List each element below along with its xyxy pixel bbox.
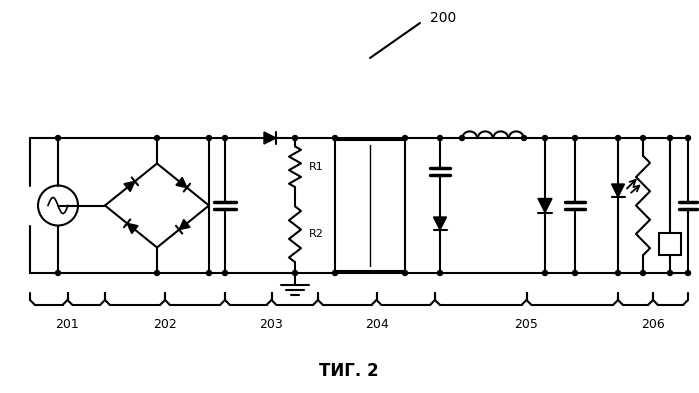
Circle shape xyxy=(459,136,465,141)
Circle shape xyxy=(640,270,645,275)
Circle shape xyxy=(222,270,227,275)
Circle shape xyxy=(572,136,577,141)
Text: R2: R2 xyxy=(309,229,324,239)
Circle shape xyxy=(438,270,442,275)
Circle shape xyxy=(616,136,621,141)
Circle shape xyxy=(572,270,577,275)
Bar xyxy=(659,233,681,255)
Circle shape xyxy=(686,136,691,141)
Circle shape xyxy=(154,270,159,275)
Circle shape xyxy=(640,136,645,141)
Polygon shape xyxy=(176,178,187,187)
Polygon shape xyxy=(127,223,138,233)
Text: 205: 205 xyxy=(514,318,538,331)
Circle shape xyxy=(222,136,227,141)
Polygon shape xyxy=(433,217,447,230)
Circle shape xyxy=(616,270,621,275)
Circle shape xyxy=(686,270,691,275)
Circle shape xyxy=(542,270,547,275)
Text: 201: 201 xyxy=(56,318,80,331)
Circle shape xyxy=(403,270,408,275)
Circle shape xyxy=(668,270,672,275)
Circle shape xyxy=(333,136,338,141)
Circle shape xyxy=(521,136,526,141)
Circle shape xyxy=(542,136,547,141)
Circle shape xyxy=(438,136,442,141)
Circle shape xyxy=(206,136,212,141)
Polygon shape xyxy=(612,184,624,197)
Text: 202: 202 xyxy=(153,318,177,331)
Text: 200: 200 xyxy=(430,11,456,25)
Polygon shape xyxy=(124,181,135,191)
Text: R1: R1 xyxy=(309,162,324,172)
Circle shape xyxy=(668,136,672,141)
Text: ΤИГ. 2: ΤИГ. 2 xyxy=(319,362,379,380)
Circle shape xyxy=(403,136,408,141)
Polygon shape xyxy=(179,219,190,230)
Circle shape xyxy=(55,136,61,141)
Text: 206: 206 xyxy=(641,318,665,331)
Circle shape xyxy=(292,136,298,141)
Circle shape xyxy=(154,136,159,141)
Polygon shape xyxy=(264,132,276,144)
Circle shape xyxy=(206,270,212,275)
Polygon shape xyxy=(538,198,552,213)
Text: 204: 204 xyxy=(365,318,389,331)
Text: 203: 203 xyxy=(259,318,283,331)
Circle shape xyxy=(333,270,338,275)
Circle shape xyxy=(292,270,298,275)
Bar xyxy=(335,140,405,271)
Circle shape xyxy=(55,270,61,275)
